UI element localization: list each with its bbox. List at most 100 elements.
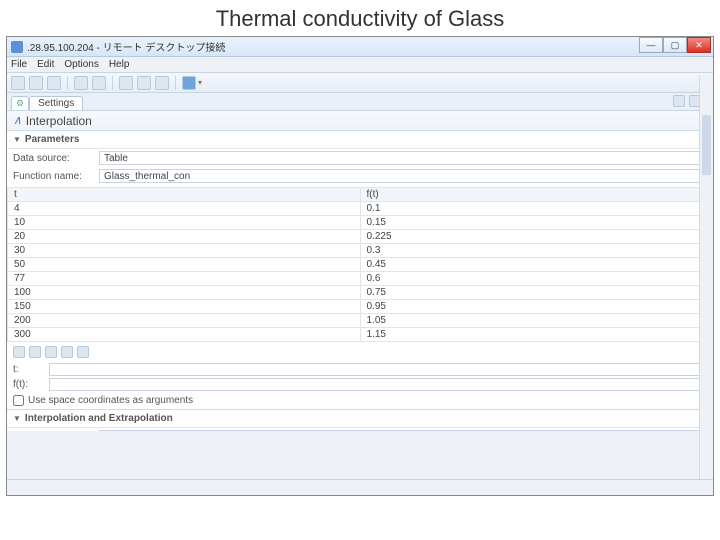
scrollbar-thumb[interactable]: [702, 115, 711, 175]
window-controls: — ▢ ✕: [639, 37, 711, 53]
cell-ft[interactable]: 0.225: [360, 230, 713, 244]
tab-settings-icon[interactable]: ⚙: [11, 96, 29, 110]
t-axis-label: t:: [13, 364, 43, 375]
data-source-label: Data source:: [13, 153, 93, 164]
toolbar-separator: [112, 76, 113, 90]
parameters-title: Parameters: [25, 134, 79, 145]
ft-axis-input[interactable]: [49, 378, 707, 391]
toolbar-separator: [175, 76, 176, 90]
data-source-select[interactable]: Table ▾: [99, 151, 707, 165]
toolbar-separator: [67, 76, 68, 90]
table-row[interactable]: 1000.75: [8, 286, 713, 300]
dropdown-caret-icon[interactable]: ▾: [198, 78, 202, 87]
export-icon[interactable]: [77, 346, 89, 358]
content-area: ▼ Parameters Data source: Table ▾ Functi…: [7, 131, 713, 431]
cell-t[interactable]: 100: [8, 286, 361, 300]
t-axis-input[interactable]: [49, 363, 707, 376]
collapse-triangle-icon: ▼: [13, 135, 21, 144]
space-coords-row: Use space coordinates as arguments: [7, 392, 713, 409]
cell-t[interactable]: 10: [8, 216, 361, 230]
table-row[interactable]: 300.3: [8, 244, 713, 258]
collapse-triangle-icon: ▼: [13, 414, 21, 423]
move-down-icon[interactable]: [29, 346, 41, 358]
main-toolbar: ▾: [7, 73, 713, 93]
function-name-value: Glass_thermal_con: [104, 171, 190, 182]
user-icon[interactable]: [182, 76, 196, 90]
cell-ft[interactable]: 0.3: [360, 244, 713, 258]
new-icon[interactable]: [11, 76, 25, 90]
table-row[interactable]: 3001.15: [8, 328, 713, 342]
col-header-ft[interactable]: f(t): [360, 188, 713, 202]
cell-t[interactable]: 77: [8, 272, 361, 286]
close-button[interactable]: ✕: [687, 37, 711, 53]
app-icon: [11, 41, 23, 53]
function-icon: ∧: [13, 113, 22, 128]
interpolation-select[interactable]: Piecewise cubic ▾: [99, 430, 707, 431]
search-icon[interactable]: [673, 95, 685, 107]
col-header-t[interactable]: t: [8, 188, 361, 202]
function-name-input[interactable]: Glass_thermal_con: [99, 169, 707, 183]
table-row[interactable]: 770.6: [8, 272, 713, 286]
tab-settings[interactable]: Settings: [29, 96, 83, 110]
cell-ft[interactable]: 0.75: [360, 286, 713, 300]
space-coords-checkbox[interactable]: [13, 395, 24, 406]
table-row[interactable]: 500.45: [8, 258, 713, 272]
ft-axis-row: f(t):: [7, 377, 713, 392]
import-icon[interactable]: [61, 346, 73, 358]
titlebar: .28.95.100.204 - リモート デスクトップ接続 — ▢ ✕: [7, 37, 713, 57]
copy-icon[interactable]: [119, 76, 133, 90]
cell-t[interactable]: 20: [8, 230, 361, 244]
cell-ft[interactable]: 1.15: [360, 328, 713, 342]
interpolation-row: Interpolation: Piecewise cubic ▾: [7, 428, 713, 431]
menu-file[interactable]: File: [11, 59, 27, 70]
cell-t[interactable]: 150: [8, 300, 361, 314]
table-row[interactable]: 200.225: [8, 230, 713, 244]
table-toolbar: [7, 342, 713, 362]
menubar: File Edit Options Help: [7, 57, 713, 73]
function-name-label: Function name:: [13, 171, 93, 182]
cell-ft[interactable]: 0.15: [360, 216, 713, 230]
table-row[interactable]: 2001.05: [8, 314, 713, 328]
vertical-scrollbar[interactable]: [699, 75, 713, 479]
save-icon[interactable]: [47, 76, 61, 90]
settings-gear-icon: ⚙: [16, 98, 24, 108]
undo-icon[interactable]: [74, 76, 88, 90]
cell-ft[interactable]: 0.95: [360, 300, 713, 314]
cell-t[interactable]: 4: [8, 202, 361, 216]
open-icon[interactable]: [29, 76, 43, 90]
tab-strip: ⚙ Settings ▾: [7, 93, 713, 111]
minimize-button[interactable]: —: [639, 37, 663, 53]
panel-title: Interpolation: [26, 114, 92, 128]
menu-help[interactable]: Help: [109, 59, 130, 70]
cell-ft[interactable]: 0.45: [360, 258, 713, 272]
redo-icon[interactable]: [92, 76, 106, 90]
move-up-icon[interactable]: [13, 346, 25, 358]
delete-row-icon[interactable]: [45, 346, 57, 358]
function-name-row: Function name: Glass_thermal_con: [7, 167, 713, 185]
table-row[interactable]: 100.15: [8, 216, 713, 230]
table-row[interactable]: 40.1: [8, 202, 713, 216]
window-title: .28.95.100.204 - リモート デスクトップ接続: [27, 39, 225, 54]
table-row[interactable]: 1500.95: [8, 300, 713, 314]
ft-axis-label: f(t):: [13, 379, 43, 390]
status-bar: [7, 479, 713, 495]
cell-t[interactable]: 300: [8, 328, 361, 342]
window-icon[interactable]: [155, 76, 169, 90]
cell-t[interactable]: 30: [8, 244, 361, 258]
interp-section-header[interactable]: ▼ Interpolation and Extrapolation: [7, 410, 713, 428]
t-axis-row: t:: [7, 362, 713, 377]
paste-icon[interactable]: [137, 76, 151, 90]
data-table: t f(t) 40.1100.15200.225300.3500.45770.6…: [7, 187, 713, 342]
parameters-section-header[interactable]: ▼ Parameters: [7, 131, 713, 149]
menu-options[interactable]: Options: [64, 59, 98, 70]
cell-ft[interactable]: 0.1: [360, 202, 713, 216]
slide-title: Thermal conductivity of Glass: [0, 0, 720, 36]
panel-header: ∧ Interpolation: [7, 111, 713, 131]
cell-t[interactable]: 200: [8, 314, 361, 328]
cell-t[interactable]: 50: [8, 258, 361, 272]
interp-panel: ▼ Interpolation and Extrapolation Interp…: [7, 409, 713, 431]
cell-ft[interactable]: 0.6: [360, 272, 713, 286]
cell-ft[interactable]: 1.05: [360, 314, 713, 328]
maximize-button[interactable]: ▢: [663, 37, 687, 53]
menu-edit[interactable]: Edit: [37, 59, 54, 70]
